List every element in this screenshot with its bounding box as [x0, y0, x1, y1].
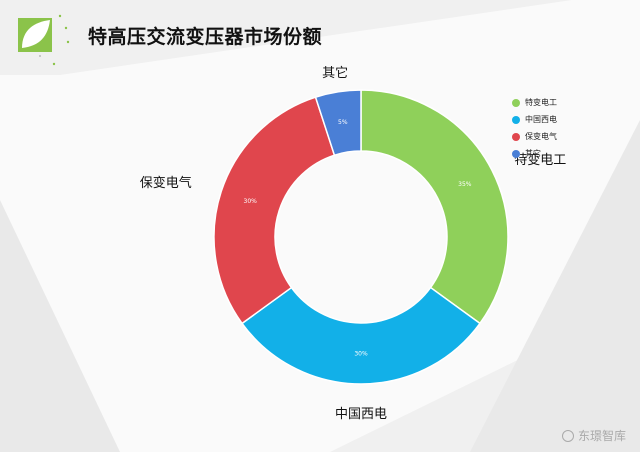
legend-item-0: 特变电工	[512, 94, 557, 111]
legend-swatch-3	[512, 149, 520, 158]
legend-swatch-1	[512, 115, 520, 124]
watermark-logo-icon	[561, 429, 574, 442]
legend-label-3: 其它	[525, 149, 541, 158]
chart-legend: 特变电工中国西电保变电气其它	[512, 94, 557, 162]
watermark-text: 东璟智库	[577, 429, 626, 443]
slice-value-label-3: 5%	[338, 119, 348, 126]
legend-label-2: 保变电气	[525, 132, 557, 141]
legend-item-1: 中国西电	[512, 111, 557, 128]
slice-category-label-2: 保变电气	[140, 175, 192, 191]
watermark: 东璟智库	[561, 427, 626, 444]
page-title: 特高压交流变压器市场份额	[88, 26, 323, 48]
slice-value-label-0: 35%	[458, 181, 472, 188]
donut-slice-3	[314, 89, 362, 157]
leaf-logo-icon	[18, 14, 70, 66]
donut-slice-0	[360, 89, 509, 325]
slice-category-label-0: 特变电工	[514, 152, 566, 168]
legend-swatch-0	[512, 98, 520, 107]
legend-label-1: 中国西电	[525, 115, 557, 124]
slice-value-label-2: 30%	[244, 198, 258, 205]
legend-label-0: 特变电工	[525, 98, 557, 107]
legend-item-3: 其它	[512, 145, 557, 162]
slice-category-label-3: 其它	[322, 65, 348, 81]
legend-item-2: 保变电气	[512, 128, 557, 145]
donut-slice-1	[241, 286, 481, 385]
slice-category-label-1: 中国西电	[335, 407, 387, 422]
legend-swatch-2	[512, 132, 520, 141]
donut-slice-2	[213, 96, 336, 325]
slice-value-label-1: 30%	[354, 351, 368, 358]
